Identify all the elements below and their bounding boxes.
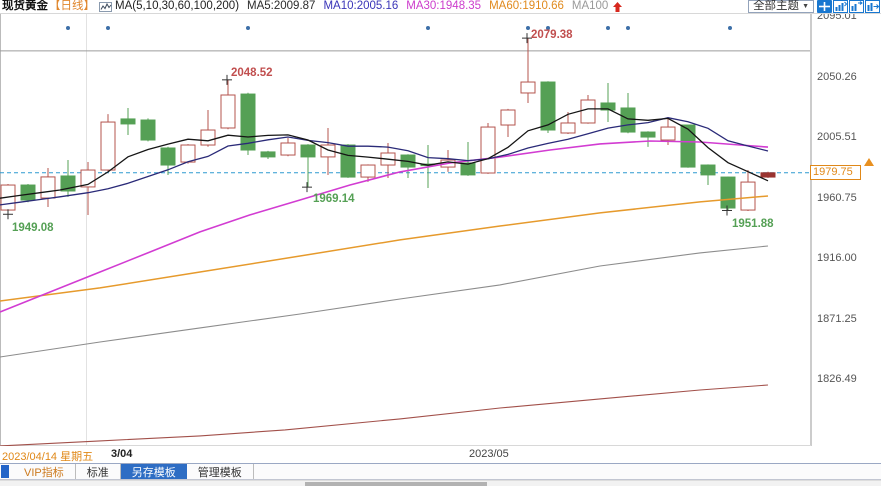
- y-axis-label: 1960.75: [817, 191, 857, 204]
- crosshair-tool-icon[interactable]: [817, 0, 832, 13]
- y-axis-label: 2050.26: [817, 70, 857, 83]
- candle: [500, 108, 516, 138]
- price-annotation: 1949.08: [12, 222, 54, 234]
- event-dot: [426, 26, 430, 30]
- candle: [640, 131, 656, 147]
- current-price-tag: 1979.75: [810, 164, 861, 180]
- candle: [460, 142, 476, 176]
- candle: [400, 154, 416, 179]
- candle: [520, 38, 536, 103]
- event-dot: [66, 26, 70, 30]
- candle: [100, 114, 116, 172]
- candle: [700, 164, 716, 186]
- symbol-name[interactable]: 现货黄金: [2, 0, 48, 12]
- candle: [200, 110, 216, 147]
- candle: [440, 150, 456, 172]
- candle: [60, 160, 76, 197]
- price-direction-up-icon: [864, 158, 874, 166]
- ma-line-ma5: [0, 108, 769, 199]
- candle: [240, 92, 256, 156]
- y-axis-label: 1871.25: [817, 312, 857, 325]
- candle: [80, 162, 96, 216]
- ma-line-ma200: [0, 384, 769, 447]
- y-axis-label: 1826.49: [817, 373, 857, 386]
- candle: [300, 144, 316, 188]
- month-label-may: 2023/05: [469, 448, 509, 460]
- indicator-pane-icon-2[interactable]: [849, 0, 864, 13]
- ma-params-label: MA(5,10,30,60,100,200): [115, 0, 240, 12]
- candle: [560, 112, 576, 134]
- event-dot: [606, 26, 610, 30]
- candle: [760, 171, 776, 178]
- ma-value-1: MA10:2005.16: [323, 0, 399, 12]
- chart-toolbar: 现货黄金 【日线】 MA(5,10,30,60,100,200) MA5:200…: [0, 0, 881, 14]
- event-dot: [246, 26, 250, 30]
- candle: [720, 176, 736, 211]
- candle: [660, 117, 676, 146]
- event-dot: [106, 26, 110, 30]
- candle: [220, 79, 236, 130]
- candle: [600, 82, 616, 123]
- tab-vip-indicators[interactable]: VIP指标: [13, 464, 76, 479]
- tab-indicator-square: [1, 465, 9, 478]
- candle: [740, 170, 756, 211]
- candle: [120, 107, 136, 136]
- price-annotation: 2048.52: [231, 67, 273, 79]
- ma-value-0: MA5:2009.87: [247, 0, 316, 12]
- ma-line-ma100: [0, 245, 769, 358]
- event-dot: [626, 26, 630, 30]
- period-label[interactable]: 【日线】: [49, 0, 95, 12]
- ma-value-3: MA60:1910.66: [489, 0, 564, 12]
- x-axis: 2023/04/14 星期五 3/04 2023/05: [0, 446, 881, 463]
- tab-manage-template[interactable]: 管理模板: [187, 464, 254, 479]
- candle: [680, 124, 696, 168]
- detach-pane-icon[interactable]: [865, 0, 880, 13]
- price-annotation: 1969.14: [313, 193, 355, 205]
- event-dot: [728, 26, 732, 30]
- chevron-down-icon: ▼: [802, 3, 809, 10]
- price-annotation: 1951.88: [732, 218, 774, 230]
- ma-line-ma10: [0, 117, 769, 206]
- indicator-pane-icon[interactable]: [833, 0, 848, 13]
- ma-value-4: MA100: [571, 0, 609, 12]
- tab-save-template[interactable]: 另存模板: [120, 464, 187, 479]
- candle: [260, 150, 276, 159]
- horizontal-scrollbar[interactable]: [0, 480, 881, 486]
- candle: [340, 144, 356, 178]
- candle: [360, 164, 376, 182]
- candle: [40, 168, 56, 207]
- theme-dropdown-label: 全部主题: [753, 0, 800, 12]
- candle: [480, 122, 496, 174]
- y-axis-label: 2005.51: [817, 131, 857, 144]
- candle: [20, 183, 36, 203]
- price-annotation: 2079.38: [531, 29, 573, 41]
- template-tab-bar: VIP指标 标准 另存模板 管理模板: [0, 463, 881, 480]
- tab-bar-filler: [254, 464, 881, 479]
- chart-tool-icons: [817, 0, 880, 13]
- candle: [140, 118, 156, 142]
- ma-line-ma60: [0, 195, 769, 302]
- event-dot: [546, 26, 550, 30]
- month-label-left: 3/04: [111, 448, 133, 460]
- kline-chart-icon[interactable]: [99, 1, 112, 13]
- y-axis: [811, 13, 881, 446]
- crosshair-date-label: 2023/04/14 星期五: [2, 451, 94, 463]
- candle: [180, 144, 196, 164]
- candle: [280, 137, 296, 157]
- candle: [580, 95, 596, 124]
- ma-value-2: MA30:1948.35: [406, 0, 482, 12]
- tab-standard[interactable]: 标准: [76, 464, 121, 479]
- ma-line-ma30: [0, 140, 769, 313]
- y-axis-label: 1916.00: [817, 252, 857, 265]
- scrollbar-thumb[interactable]: [305, 482, 487, 486]
- candle: [320, 127, 336, 176]
- candle: [620, 92, 636, 134]
- hot-arrow-icon[interactable]: [612, 1, 623, 13]
- event-dot: [526, 26, 530, 30]
- theme-dropdown[interactable]: 全部主题 ▼: [748, 0, 814, 13]
